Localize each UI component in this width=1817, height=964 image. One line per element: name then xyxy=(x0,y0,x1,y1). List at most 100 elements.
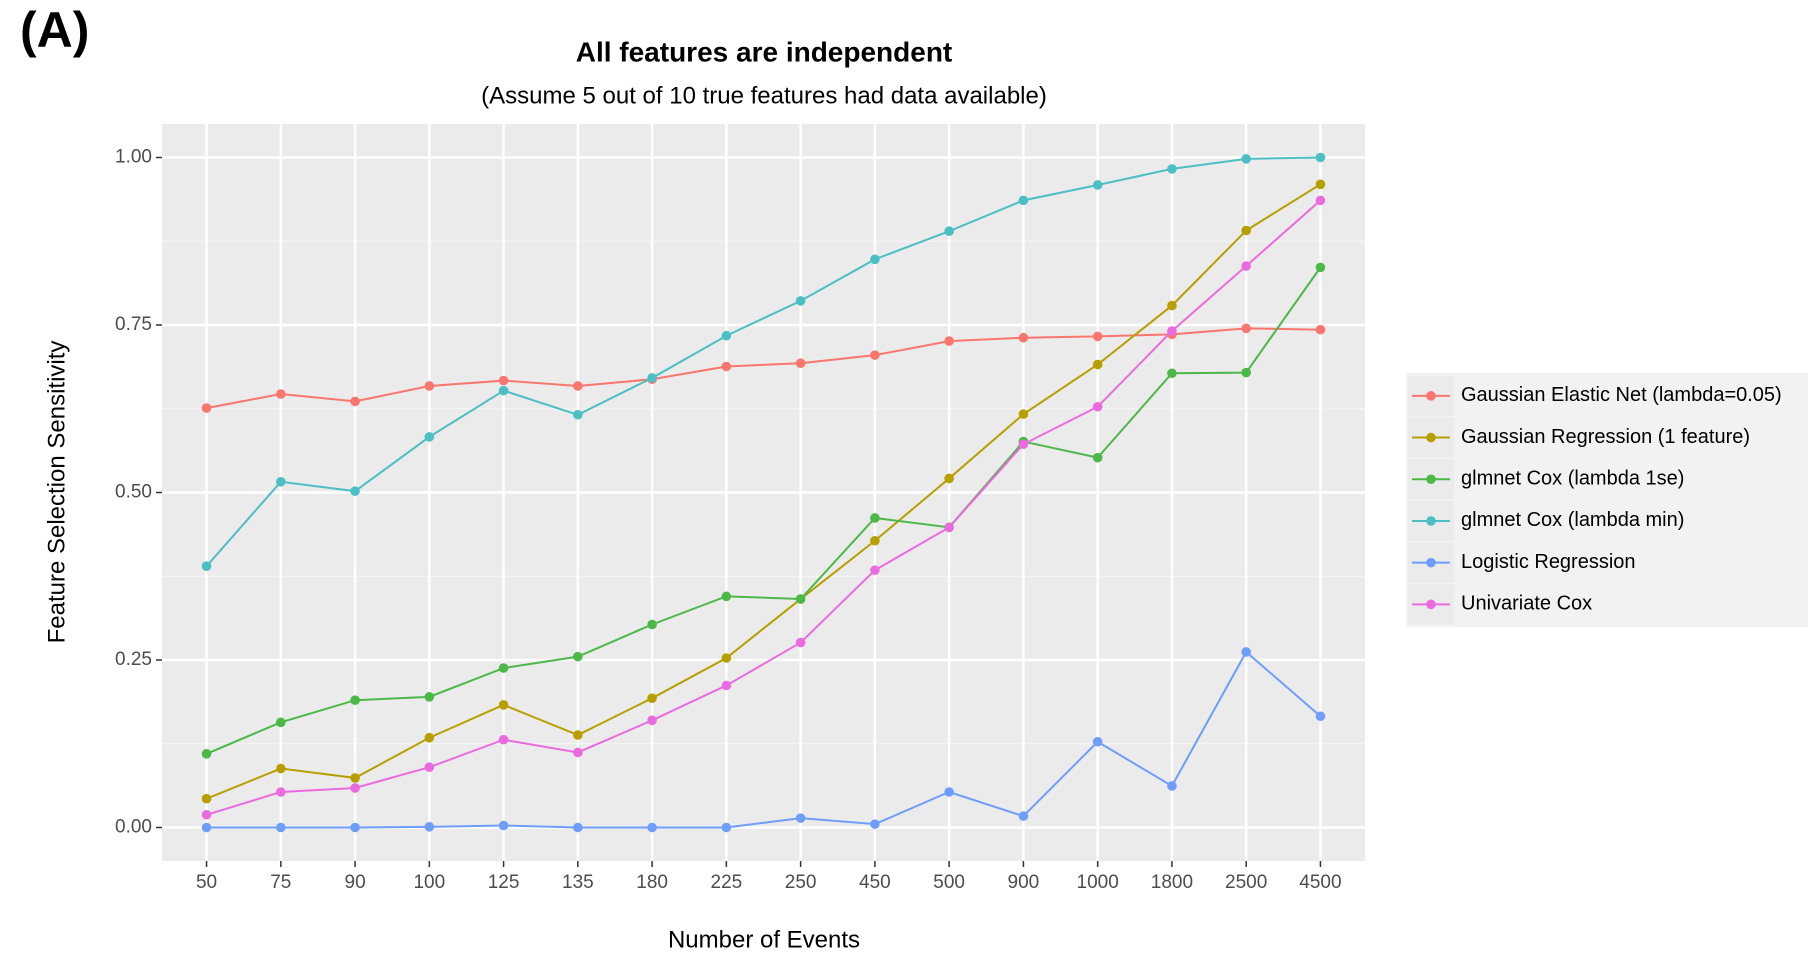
legend-label: Univariate Cox xyxy=(1461,593,1592,615)
y-tick-label: 0.25 xyxy=(115,649,152,670)
data-point xyxy=(721,591,732,602)
data-point xyxy=(573,822,583,833)
data-point xyxy=(573,381,583,391)
data-point xyxy=(424,732,435,743)
data-point xyxy=(276,787,286,797)
series-line xyxy=(206,199,1322,816)
data-point xyxy=(870,254,880,265)
data-point xyxy=(1315,324,1326,335)
data-point xyxy=(944,226,954,236)
data-point xyxy=(424,822,435,832)
data-point xyxy=(350,822,360,833)
data-point xyxy=(201,809,212,820)
data-point xyxy=(944,787,954,797)
x-tick-label: 1800 xyxy=(1151,872,1193,893)
x-tick-label: 100 xyxy=(413,872,445,893)
data-point xyxy=(276,476,286,487)
series-line xyxy=(205,156,1321,567)
data-point xyxy=(201,793,212,804)
x-tick-label: 135 xyxy=(562,872,594,893)
data-point xyxy=(944,336,954,346)
legend-point xyxy=(1426,474,1436,485)
data-point xyxy=(1315,262,1326,273)
data-point xyxy=(870,819,880,829)
legend-label: glmnet Cox (lambda min) xyxy=(1461,509,1684,531)
data-point xyxy=(498,385,509,396)
data-point xyxy=(424,762,435,772)
legend-point xyxy=(1426,599,1436,610)
data-point xyxy=(1018,195,1029,206)
data-point xyxy=(1167,781,1177,791)
series-line xyxy=(206,650,1322,829)
data-point xyxy=(870,535,880,546)
data-point xyxy=(795,813,806,823)
data-point xyxy=(721,822,732,833)
legend-point xyxy=(1426,516,1436,526)
chart-subtitle: (Assume 5 out of 10 true features had da… xyxy=(481,82,1047,109)
data-point xyxy=(424,432,435,442)
data-point xyxy=(944,473,954,484)
x-tick-label: 500 xyxy=(933,872,965,893)
data-point xyxy=(1092,401,1103,412)
data-point xyxy=(795,296,806,306)
data-point xyxy=(1018,332,1029,343)
data-point xyxy=(1241,647,1251,657)
data-point xyxy=(870,350,880,360)
data-point xyxy=(1092,331,1103,342)
data-point xyxy=(647,822,657,833)
y-tick-label: 1.00 xyxy=(115,147,152,168)
data-point xyxy=(1018,439,1029,450)
data-point xyxy=(350,486,360,496)
x-tick-label: 450 xyxy=(859,872,891,893)
data-point xyxy=(1315,195,1326,206)
x-axis-label: Number of Events xyxy=(668,926,860,953)
data-point xyxy=(1241,323,1251,334)
data-point xyxy=(276,822,286,833)
data-point xyxy=(276,763,286,774)
data-point xyxy=(1241,367,1251,378)
data-point xyxy=(795,358,806,368)
y-tick-label: 0.50 xyxy=(115,482,152,503)
data-point xyxy=(721,653,732,663)
data-point xyxy=(721,680,732,691)
data-point xyxy=(498,663,509,673)
x-tick-label: 2500 xyxy=(1225,872,1267,893)
y-tick-label: 0.00 xyxy=(115,817,152,838)
legend-point xyxy=(1426,557,1436,568)
x-tick-label: 90 xyxy=(345,872,366,893)
legend-point xyxy=(1426,391,1436,401)
data-point xyxy=(350,396,360,407)
data-point xyxy=(1092,736,1103,747)
data-point xyxy=(1092,359,1103,370)
legend-label: Gaussian Elastic Net (lambda=0.05) xyxy=(1461,384,1782,406)
data-point xyxy=(870,513,880,523)
data-point xyxy=(424,692,435,702)
data-point xyxy=(498,734,509,745)
data-point xyxy=(647,693,657,703)
data-point xyxy=(795,637,806,648)
data-point xyxy=(1241,261,1251,271)
x-tick-label: 225 xyxy=(711,872,743,893)
data-point xyxy=(498,700,509,710)
data-point xyxy=(721,330,732,341)
x-tick-label: 125 xyxy=(488,872,520,893)
data-point xyxy=(795,594,806,604)
data-point xyxy=(1018,811,1029,821)
data-point xyxy=(201,749,212,759)
data-point xyxy=(350,783,360,793)
x-tick-label: 4500 xyxy=(1299,872,1341,893)
data-point xyxy=(424,381,435,391)
legend-background xyxy=(1406,373,1808,628)
data-point xyxy=(573,651,583,662)
data-point xyxy=(1167,164,1177,174)
data-point xyxy=(647,715,657,726)
data-point xyxy=(1167,300,1177,311)
data-point xyxy=(944,522,954,533)
series-line xyxy=(206,266,1322,755)
data-point xyxy=(201,822,212,833)
legend-label: glmnet Cox (lambda 1se) xyxy=(1461,468,1684,490)
data-point xyxy=(1241,154,1251,164)
legend-label: Logistic Regression xyxy=(1461,551,1636,573)
